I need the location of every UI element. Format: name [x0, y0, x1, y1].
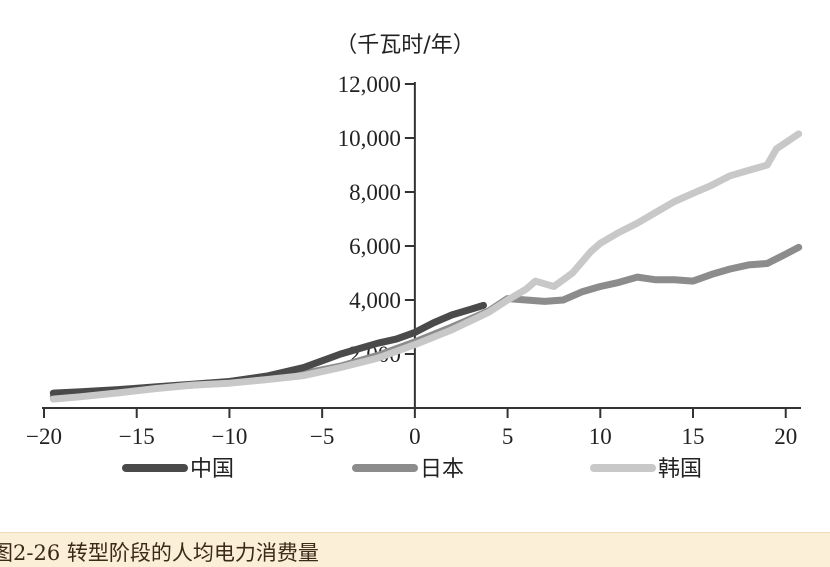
x-tick-label: −5: [310, 424, 334, 449]
figure-caption: 图2-26 转型阶段的人均电力消费量: [0, 541, 319, 565]
legend: 中国 日本 韩国: [122, 457, 702, 482]
series-line-2: [49, 130, 803, 403]
y-tick-label: 8,000: [349, 180, 401, 205]
caption-bar: 图2-26 转型阶段的人均电力消费量: [0, 532, 830, 567]
x-tick-label: −15: [119, 424, 155, 449]
y-tick-label: 4,000: [349, 288, 401, 313]
y-tick-label: 12,000: [338, 72, 401, 97]
x-tick-label: 15: [682, 424, 705, 449]
legend-label: 日本: [420, 457, 464, 482]
series-lines: [49, 130, 803, 403]
x-tick-label: −20: [26, 424, 62, 449]
x-tick-label: −10: [211, 424, 247, 449]
y-unit-label: （千瓦时/年）: [335, 33, 474, 58]
x-tick-label: 0: [409, 424, 421, 449]
x-ticks: −20 −15 −10 −5 0 5 10 15 20: [26, 408, 797, 449]
legend-label: 中国: [190, 457, 234, 482]
y-tick-label: 6,000: [349, 234, 401, 259]
legend-label: 韩国: [658, 457, 702, 482]
x-tick-label: 5: [502, 424, 514, 449]
x-tick-label: 10: [589, 424, 612, 449]
series-line-1: [49, 243, 803, 400]
x-tick-label: 20: [774, 424, 797, 449]
y-tick-label: 10,000: [338, 126, 401, 151]
axes: [42, 82, 801, 409]
